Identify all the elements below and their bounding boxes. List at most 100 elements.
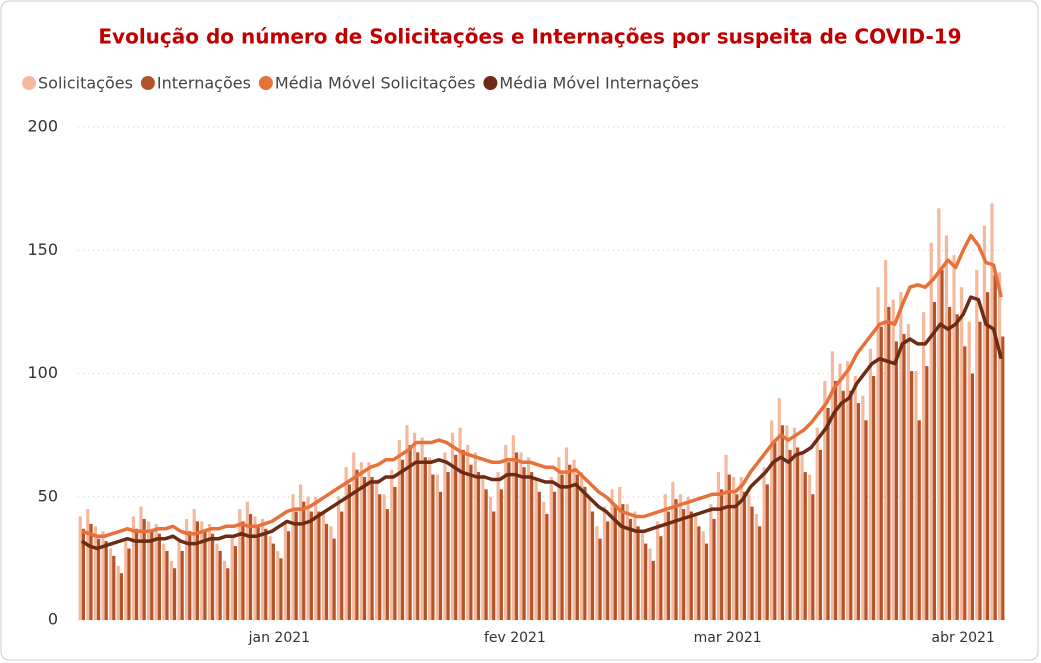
bar (210, 533, 215, 620)
bar (276, 550, 280, 620)
bar (131, 516, 135, 620)
bar (704, 543, 709, 620)
bar (572, 459, 576, 620)
bar (978, 321, 982, 620)
bar (481, 474, 485, 620)
bar (458, 427, 462, 620)
legend-marker (140, 76, 155, 90)
bar (792, 427, 797, 620)
bar (200, 521, 204, 620)
bar (914, 371, 918, 620)
y-tick-label: 200 (27, 117, 58, 136)
bar (347, 484, 351, 620)
bar (203, 531, 207, 620)
bar (119, 573, 123, 620)
bar (940, 269, 944, 620)
bar (86, 509, 90, 620)
bar (382, 494, 386, 620)
bar (390, 469, 394, 620)
line (80, 295, 1003, 551)
bar (393, 486, 397, 620)
bar (803, 472, 807, 620)
bar (116, 565, 120, 620)
bar (671, 481, 675, 620)
bar (355, 469, 359, 620)
bar (709, 504, 713, 620)
bar (443, 452, 447, 620)
chart-title: Evolução do número de Solicitações e Int… (98, 25, 961, 49)
bar (454, 454, 458, 620)
bar (785, 425, 789, 620)
bar (982, 225, 987, 620)
bar (177, 541, 181, 620)
bar (834, 380, 838, 620)
bar (124, 538, 128, 620)
bar (841, 390, 845, 620)
bar (400, 459, 405, 620)
bar (154, 523, 158, 620)
bar (606, 521, 610, 620)
bar (648, 548, 652, 620)
bar (701, 531, 705, 620)
legend-marker (258, 76, 273, 90)
bar (344, 467, 348, 620)
bar (861, 395, 865, 620)
x-tick-label: abr 2021 (932, 630, 995, 646)
bar (150, 531, 154, 620)
bar (469, 464, 473, 620)
bar (800, 452, 804, 620)
bar (770, 420, 774, 620)
legend: Solicitações Internações Média Móvel Solic… (22, 74, 699, 93)
bar (466, 444, 470, 620)
bar (256, 526, 260, 620)
bar (207, 523, 211, 620)
bar (758, 526, 762, 620)
bar (887, 306, 891, 620)
bar (172, 568, 177, 620)
bar (739, 477, 743, 620)
bar (222, 560, 227, 620)
bar (534, 479, 538, 620)
bar (986, 292, 990, 620)
bar (910, 371, 914, 620)
bar (332, 538, 336, 620)
bar (142, 518, 146, 620)
bar (488, 496, 493, 620)
bar (435, 474, 439, 620)
bar (81, 528, 85, 620)
bar (633, 511, 637, 620)
bar (324, 523, 329, 620)
bar (899, 292, 903, 620)
bar (780, 425, 785, 620)
bar (742, 491, 747, 620)
bar (891, 299, 895, 620)
bar (970, 373, 974, 620)
bar (420, 437, 424, 620)
bar (967, 321, 971, 620)
x-tick-label: mar 2021 (694, 630, 762, 646)
bar (492, 511, 496, 620)
bar (1001, 336, 1005, 620)
bar (397, 440, 401, 620)
bar (188, 531, 192, 620)
bar (808, 474, 812, 620)
bar (499, 489, 503, 620)
bar (765, 484, 769, 620)
bar (321, 511, 325, 620)
bar (271, 543, 275, 620)
bar (511, 435, 515, 620)
bar (314, 496, 318, 620)
bar (621, 504, 625, 620)
bar (580, 472, 584, 620)
bar (96, 538, 101, 620)
bar (514, 452, 519, 620)
bar (678, 494, 683, 620)
bar (545, 514, 549, 620)
bar (526, 457, 531, 620)
bar (682, 509, 686, 620)
bar (955, 314, 959, 620)
bar (317, 511, 321, 620)
bar (963, 346, 967, 620)
bar (484, 489, 488, 620)
bar (628, 518, 633, 620)
